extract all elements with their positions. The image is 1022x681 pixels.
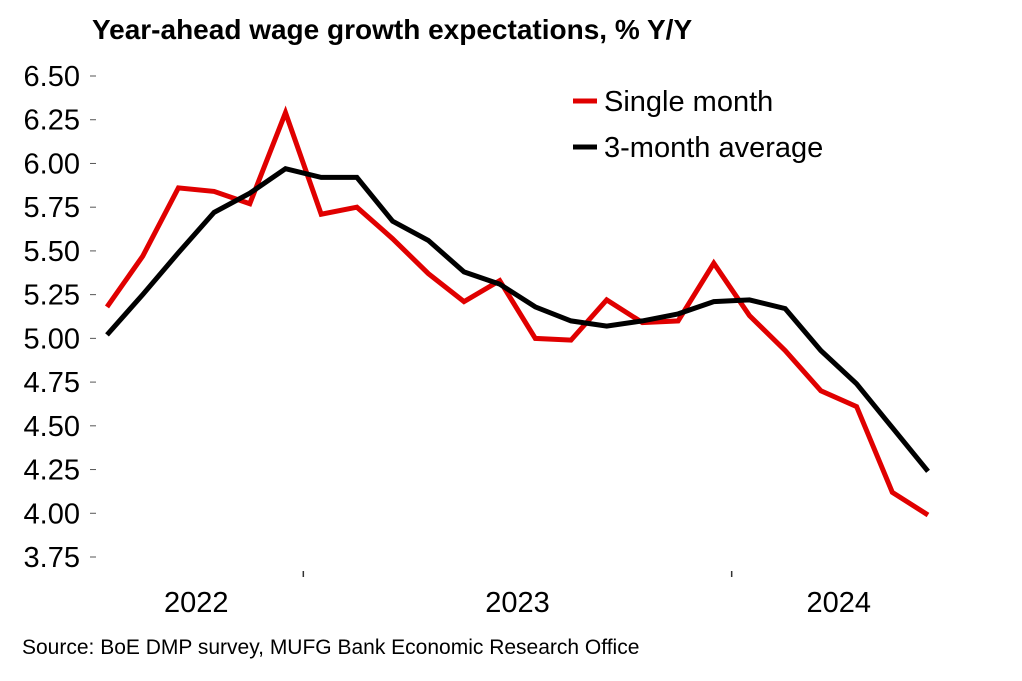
- series-line-single-month: [104, 105, 930, 518]
- legend-label: Single month: [604, 86, 773, 118]
- y-tick-label: 4.50: [24, 411, 80, 443]
- y-tick-label: 6.00: [24, 148, 80, 180]
- y-tick-label: 5.75: [24, 192, 80, 224]
- y-tick-label: 6.50: [24, 61, 80, 93]
- y-tick-label: 4.00: [24, 498, 80, 530]
- y-tick-label: 3.75: [24, 542, 80, 574]
- series-lines: [104, 105, 930, 518]
- x-tick-label: 2022: [164, 587, 229, 619]
- x-axis: 2022 2023 2024: [164, 571, 871, 619]
- y-tick-label: 4.25: [24, 455, 80, 487]
- y-axis: 6.50 6.25 6.00 5.75 5.50 5.25 5.00 4.75 4.50 4.25…: [24, 61, 96, 574]
- y-tick-label: 5.50: [24, 236, 80, 268]
- source-note: Source: BoE DMP survey, MUFG Bank Econom…: [22, 636, 640, 659]
- y-tick-label: 6.25: [24, 105, 80, 137]
- y-tick-label: 5.00: [24, 323, 80, 355]
- chart-title: Year-ahead wage growth expectations, % Y…: [92, 14, 693, 45]
- y-tick-label: 4.75: [24, 367, 80, 399]
- y-tick-label: 5.25: [24, 280, 80, 312]
- x-tick-label: 2024: [807, 587, 872, 619]
- x-tick-label: 2023: [485, 587, 550, 619]
- legend-label: 3-month average: [604, 132, 823, 164]
- series-line-3-month-average: [105, 166, 930, 473]
- legend: Single month 3-month average: [573, 86, 823, 164]
